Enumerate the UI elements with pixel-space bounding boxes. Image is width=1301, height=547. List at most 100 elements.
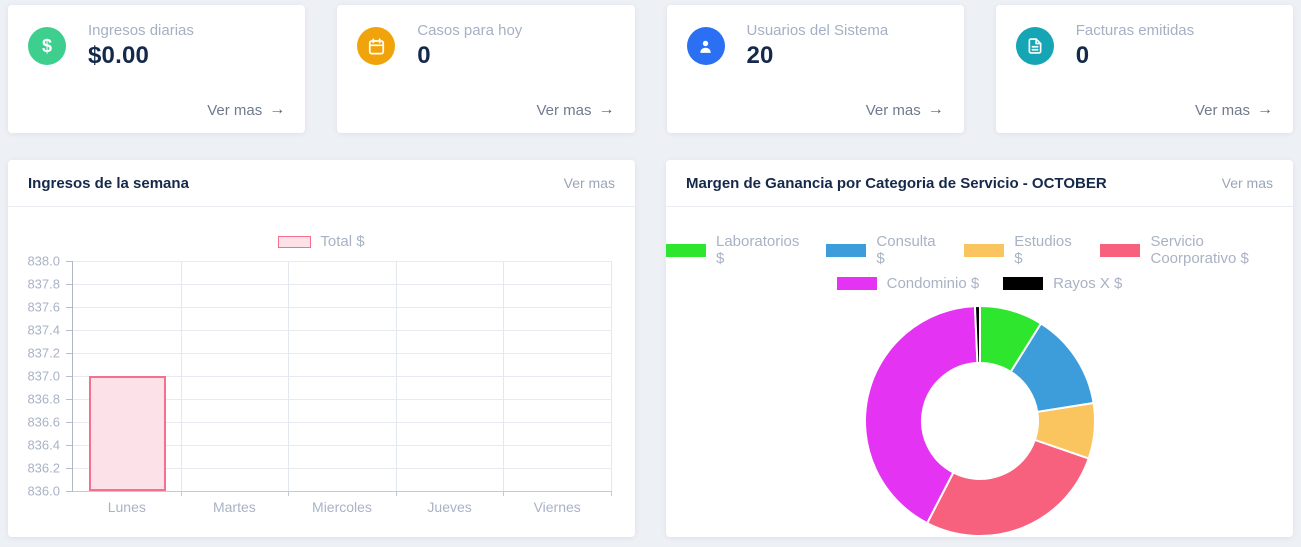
bar-chart: Total $ 838.0 837.8 837.6 837.4 837.2 837.0 83… xyxy=(8,207,635,515)
panel-ingresos-semana: Ingresos de la semana Ver mas Total $ 83… xyxy=(8,160,635,537)
legend-swatch xyxy=(278,235,312,248)
file-invoice-icon xyxy=(1015,27,1054,65)
ver-mas-link[interactable]: Ver mas xyxy=(563,175,615,191)
card-text: Casos para hoy 0 xyxy=(417,22,522,70)
x-tick-mark xyxy=(611,491,612,496)
card-text: Facturas emitidas 0 xyxy=(1076,22,1194,70)
card-label: Ingresos diarias xyxy=(88,22,194,39)
legend-row: Condominio $ Rayos X $ xyxy=(666,275,1293,292)
x-tick-label: Miercoles xyxy=(312,499,372,515)
v-gridline xyxy=(180,261,182,491)
h-gridline xyxy=(73,307,611,308)
donut-svg xyxy=(863,304,1096,537)
y-tick-label: 836.4 xyxy=(27,437,60,453)
y-tick-mark xyxy=(66,284,72,285)
ver-mas-link[interactable]: Ver mas → xyxy=(865,101,944,119)
card-top: Usuarios del Sistema 20 xyxy=(686,22,944,70)
legend-item[interactable]: Consulta $ xyxy=(826,233,940,267)
y-tick-label: 837.6 xyxy=(27,299,60,315)
stat-card-usuarios-del-sistema: Usuarios del Sistema 20 Ver mas → xyxy=(666,5,964,133)
panel-title: Margen de Ganancia por Categoria de Serv… xyxy=(686,174,1107,192)
arrow-right-icon: → xyxy=(269,101,286,118)
h-gridline xyxy=(73,422,611,423)
x-tick-mark xyxy=(395,491,397,496)
legend-item[interactable]: Rayos X $ xyxy=(1003,275,1122,292)
y-tick-mark xyxy=(66,376,72,377)
h-gridline xyxy=(73,399,611,400)
y-tick-label: 838.0 xyxy=(27,253,60,269)
bar-chart-legend[interactable]: Total $ xyxy=(8,233,635,250)
h-gridline xyxy=(73,284,611,285)
v-gridline xyxy=(288,261,290,491)
arrow-right-icon: → xyxy=(1257,101,1273,118)
card-value: 0 xyxy=(417,42,431,69)
x-tick-mark xyxy=(503,491,505,496)
legend-item[interactable]: Condominio $ xyxy=(836,275,979,292)
dollar-icon: $ xyxy=(28,27,66,65)
y-tick-label: 836.0 xyxy=(27,483,60,499)
card-top: Facturas emitidas 0 xyxy=(1015,22,1273,70)
bar-lunes[interactable] xyxy=(88,376,166,491)
h-gridline xyxy=(73,468,611,469)
legend-label: Rayos X $ xyxy=(1053,275,1123,292)
h-gridline xyxy=(73,261,611,262)
card-value: 20 xyxy=(746,42,774,69)
y-tick-label: 837.4 xyxy=(27,322,60,338)
v-gridline xyxy=(395,261,397,491)
card-text: Usuarios del Sistema 20 xyxy=(747,22,889,70)
legend-item[interactable]: Laboratorios $ xyxy=(666,233,802,267)
panel-header: Ingresos de la semana Ver mas xyxy=(8,160,635,207)
h-gridline xyxy=(73,330,611,331)
x-tick-label: Jueves xyxy=(427,499,472,515)
stat-cards-row: $ Ingresos diarias $0.00 Ver mas → Casos … xyxy=(8,5,1293,133)
bar-y-axis: 838.0 837.8 837.6 837.4 837.2 837.0 836.8 836.6… xyxy=(22,254,72,499)
legend-item[interactable]: Estudios $ xyxy=(964,233,1076,267)
ver-mas-link[interactable]: Ver mas → xyxy=(536,101,615,119)
y-tick-mark xyxy=(66,399,72,400)
h-gridline xyxy=(73,445,611,446)
legend-label: Estudios $ xyxy=(1014,233,1072,267)
y-tick-label: 836.2 xyxy=(27,460,60,476)
donut-chart-legend: Laboratorios $ Consulta $ Estudios $ Servic… xyxy=(666,233,1293,292)
x-tick-label: Viernes xyxy=(533,499,581,515)
v-gridline xyxy=(611,261,612,491)
y-tick-label: 837.2 xyxy=(27,345,60,361)
arrow-right-icon: → xyxy=(598,101,615,118)
card-label: Casos para hoy xyxy=(417,22,523,39)
chart-panels-row: Ingresos de la semana Ver mas Total $ 83… xyxy=(8,160,1293,537)
y-tick-label: 837.8 xyxy=(27,276,60,292)
y-tick-mark xyxy=(66,422,72,423)
legend-swatch xyxy=(1003,277,1044,290)
ver-mas-link[interactable]: Ver mas → xyxy=(1194,101,1273,119)
ver-mas-link[interactable]: Ver mas → xyxy=(207,101,286,119)
donut-chart: Laboratorios $ Consulta $ Estudios $ Servic… xyxy=(666,207,1293,538)
y-tick-mark xyxy=(66,353,72,354)
legend-item[interactable]: Servicio Coorporativo $ xyxy=(1100,233,1293,267)
card-text: Ingresos diarias $0.00 xyxy=(88,22,194,70)
y-tick-label: 837.0 xyxy=(27,368,60,384)
stat-card-ingresos-diarias: $ Ingresos diarias $0.00 Ver mas → xyxy=(8,5,306,133)
card-value: $0.00 xyxy=(88,42,150,69)
y-tick-mark xyxy=(66,491,72,492)
legend-swatch xyxy=(1100,243,1141,257)
card-top: $ Ingresos diarias $0.00 xyxy=(28,22,285,70)
legend-row: Laboratorios $ Consulta $ Estudios $ Servic… xyxy=(666,233,1293,267)
legend-label: Consulta $ xyxy=(876,233,936,267)
donut-slice-rayos-x[interactable] xyxy=(973,304,981,365)
h-gridline xyxy=(73,376,611,377)
card-top: Casos para hoy 0 xyxy=(357,22,614,70)
donut-slice-condominio[interactable] xyxy=(863,305,978,525)
card-label: Facturas emitidas xyxy=(1075,22,1195,39)
stat-card-casos-para-hoy: Casos para hoy 0 Ver mas → xyxy=(337,5,635,133)
legend-label: Servicio Coorporativo $ xyxy=(1150,233,1249,267)
legend-swatch xyxy=(666,243,706,257)
panel-margen-ganancia: Margen de Ganancia por Categoria de Serv… xyxy=(666,160,1293,537)
card-label: Usuarios del Sistema xyxy=(746,22,889,39)
donut-slice-servicio-coorporativo[interactable] xyxy=(925,438,1090,537)
ver-mas-link[interactable]: Ver mas xyxy=(1221,175,1273,191)
y-tick-mark xyxy=(66,330,72,331)
y-tick-label: 836.8 xyxy=(27,391,60,407)
legend-swatch xyxy=(826,243,867,257)
card-value: 0 xyxy=(1075,42,1090,69)
